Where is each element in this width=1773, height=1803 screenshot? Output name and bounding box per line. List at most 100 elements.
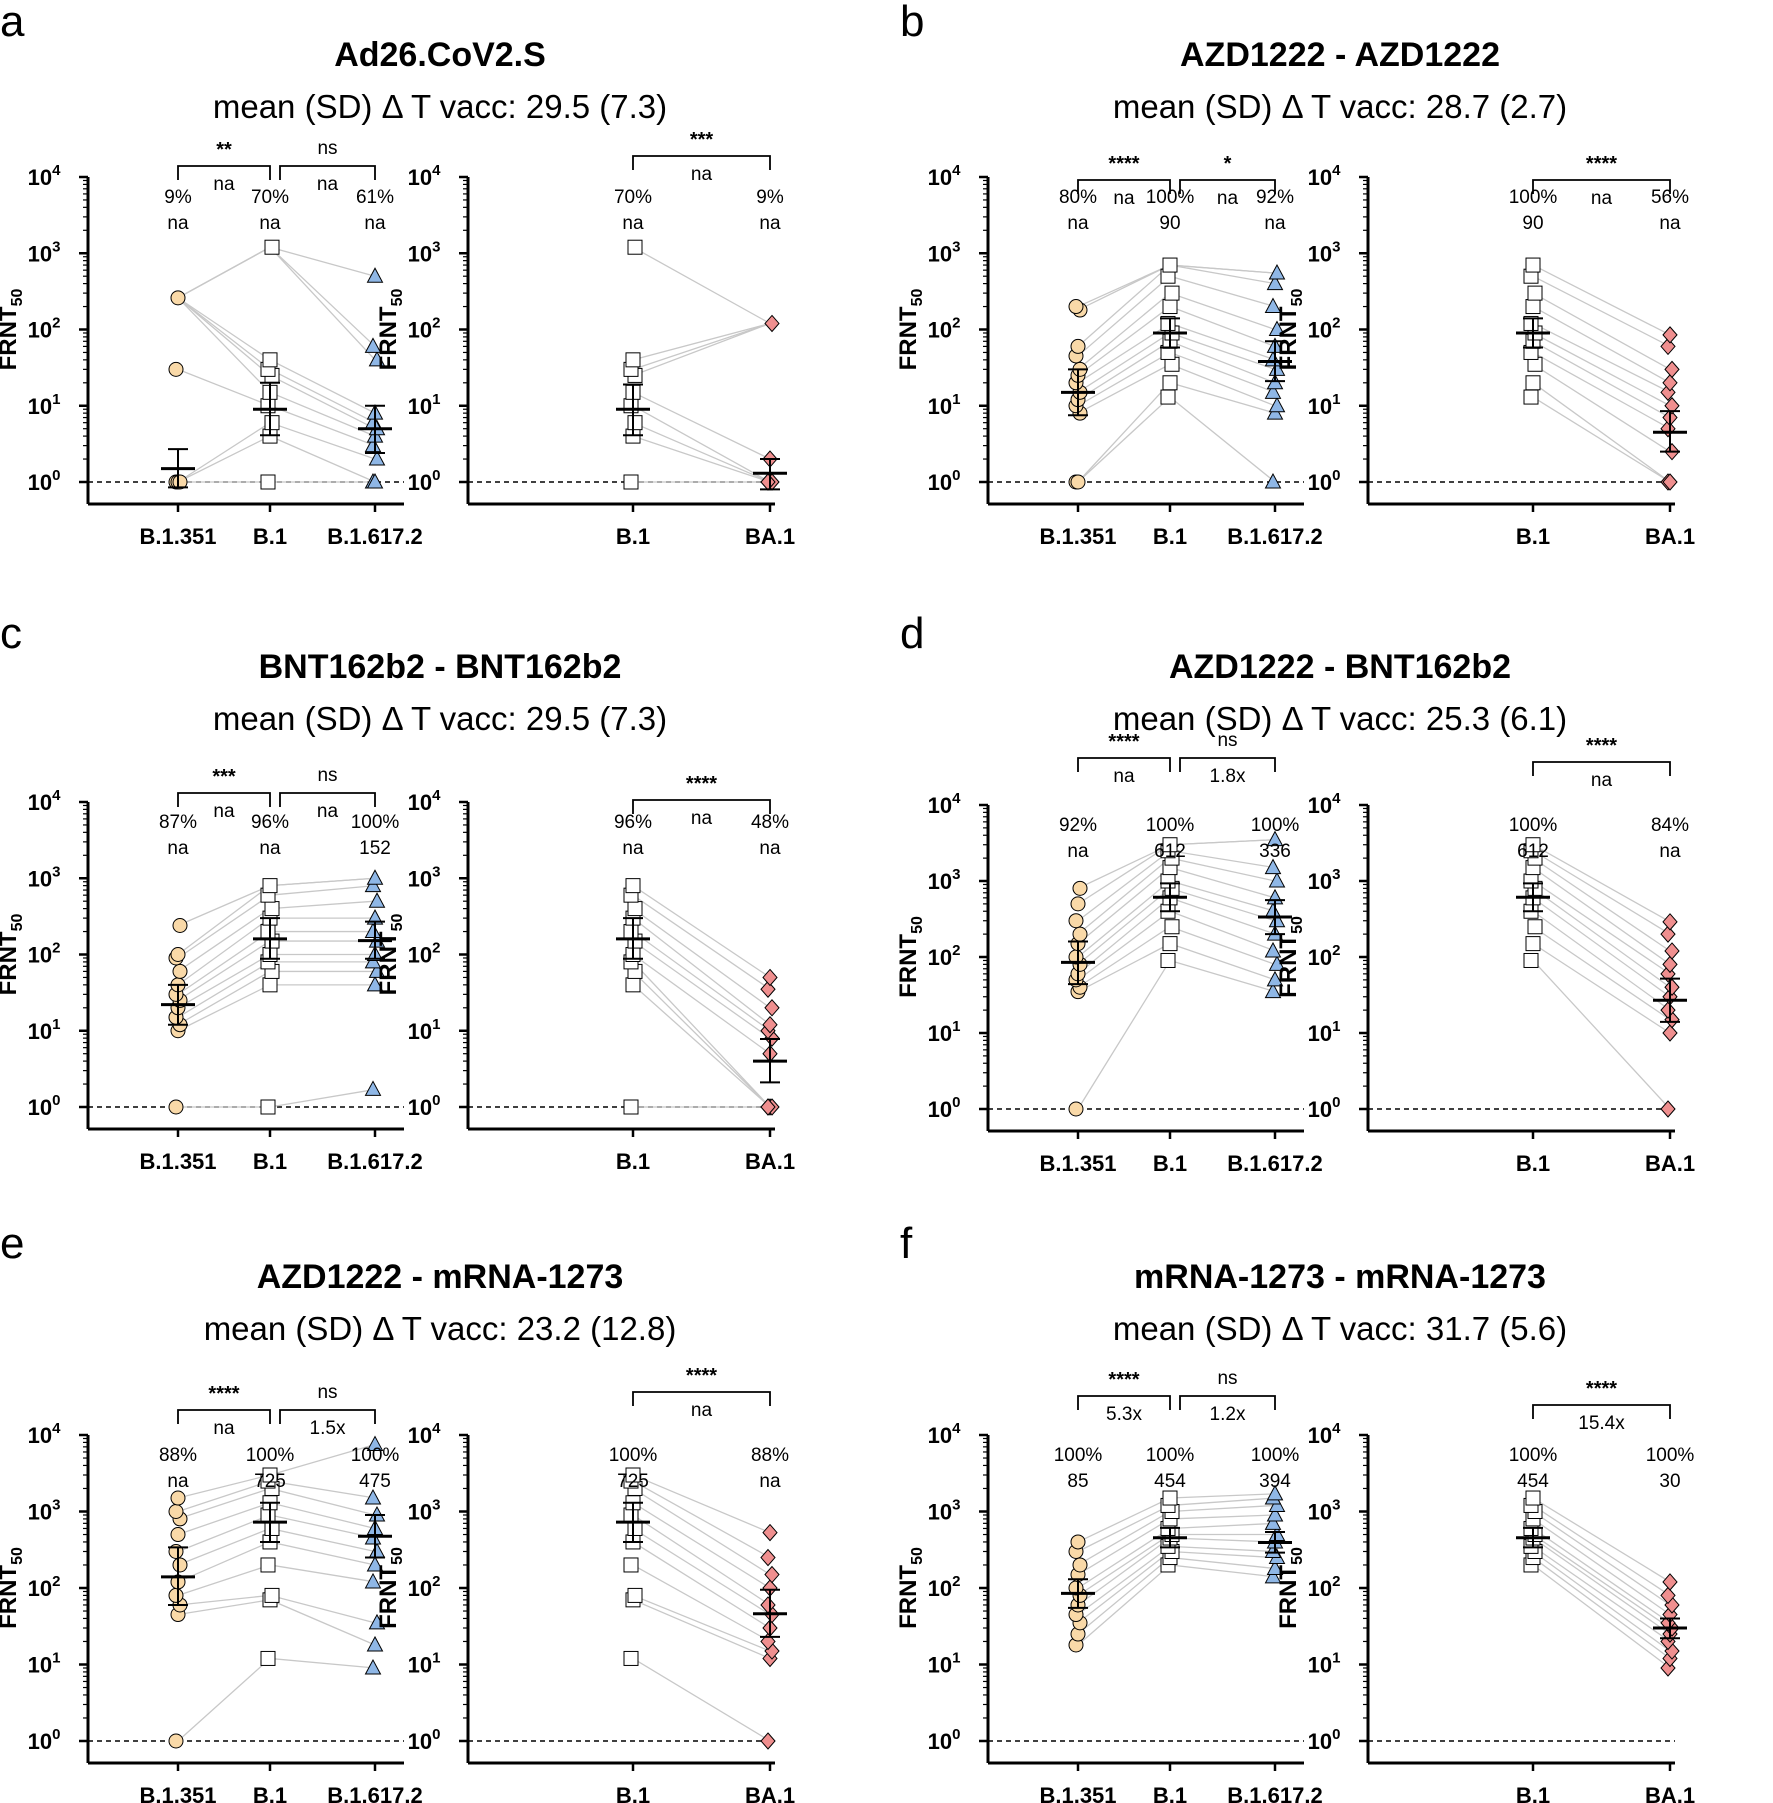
y-axis-label: FRNT50 [0, 289, 26, 371]
paired-line [632, 1599, 771, 1660]
paired-line [1532, 887, 1671, 988]
percent-label: 61% [356, 187, 394, 208]
y-tick-exp: 2 [432, 940, 440, 957]
y-tick-exp: 1 [52, 391, 60, 408]
y-tick-label: 102 [28, 1573, 61, 1601]
percent-label: 56% [1651, 187, 1689, 208]
x-tick-label: B.1 [253, 1149, 287, 1174]
percent-label: 92% [1256, 187, 1294, 208]
paired-line [632, 908, 771, 1009]
y-tick-label: 103 [928, 866, 961, 894]
data-point [623, 1099, 639, 1115]
fold-change-label: na [1591, 770, 1613, 791]
data-point [168, 1733, 184, 1749]
fold-change-label: na [691, 808, 713, 829]
y-tick-exp: 4 [52, 162, 61, 179]
data-point [1068, 1101, 1084, 1117]
data-point [1527, 919, 1543, 935]
y-axis-label-sub: 50 [9, 914, 26, 932]
median-label: 725 [254, 1471, 286, 1492]
paired-line [632, 984, 771, 1108]
median-label: na [259, 213, 281, 234]
data-point [1070, 338, 1086, 354]
data-point [1266, 830, 1284, 847]
percent-label: 100% [246, 1445, 295, 1466]
y-tick-exp: 0 [432, 1726, 440, 1743]
y-tick-label: 103 [1308, 1497, 1341, 1525]
median-label: na [167, 838, 189, 859]
data-point [172, 474, 188, 490]
median-label: na [167, 1471, 189, 1492]
y-tick-base: 10 [1308, 165, 1332, 190]
y-tick-exp: 0 [432, 1092, 440, 1109]
y-axis-label-main: FRNT [1275, 306, 1302, 370]
panel-subtitle: mean (SD) Δ T vacc: 31.7 (5.6) [1113, 1310, 1567, 1347]
significance-bracket [1179, 179, 1276, 194]
fold-change-label: na [317, 174, 339, 195]
percent-label: 96% [614, 812, 652, 833]
y-tick-label: 104 [928, 790, 961, 818]
x-tick-label: B.1.617.2 [1227, 1151, 1322, 1176]
data-point [764, 999, 780, 1017]
y-tick-base: 10 [928, 1500, 952, 1525]
x-tick-label: B.1 [1516, 524, 1550, 549]
panel-d: d AZD1222 - BNT162b2 mean (SD) Δ T vacc: 2… [895, 609, 1695, 1176]
y-tick-exp: 2 [952, 1573, 960, 1590]
panel-letter: b [900, 0, 924, 46]
significance-bracket [279, 165, 376, 180]
paired-line [1532, 396, 1671, 483]
y-axis-label-sub: 50 [1289, 289, 1306, 307]
data-point [1264, 1567, 1282, 1584]
data-point [368, 962, 386, 978]
y-axis-label-main: FRNT [0, 931, 22, 995]
data-point [172, 963, 188, 979]
y-tick-base: 10 [408, 866, 432, 891]
data-point [1664, 978, 1680, 997]
significance-label: *** [212, 766, 236, 788]
y-axis-label-sub: 50 [909, 1547, 926, 1565]
median-label: na [1067, 213, 1089, 234]
data-point [1072, 1557, 1088, 1573]
y-tick-base: 10 [408, 165, 432, 190]
significance-label: **** [208, 1383, 239, 1405]
x-tick-label: B.1.351 [1039, 1151, 1116, 1176]
data-point [1523, 873, 1539, 889]
y-tick-base: 10 [408, 1576, 432, 1601]
y-tick-label: 100 [1308, 1094, 1341, 1122]
significance-label: **** [1108, 1369, 1139, 1391]
paired-line [632, 1474, 771, 1534]
paired-line [632, 1514, 771, 1606]
significance-bracket [177, 1409, 271, 1424]
y-tick-base: 10 [1308, 394, 1332, 419]
data-point [170, 1527, 186, 1543]
y-tick-label: 103 [928, 238, 961, 266]
paired-line [1532, 363, 1671, 453]
significance-bracket [632, 799, 771, 814]
fold-change-label: na [317, 801, 339, 822]
data-point [1162, 299, 1178, 315]
y-tick-base: 10 [28, 1423, 52, 1448]
paired-line [1532, 292, 1671, 370]
data-point [762, 1523, 778, 1542]
data-point [366, 1635, 384, 1652]
fold-change-label: na [213, 801, 235, 822]
data-point [1268, 263, 1286, 280]
y-tick-label: 102 [928, 942, 961, 970]
data-point [1160, 315, 1176, 331]
x-tick-label: B.1.617.2 [327, 1783, 422, 1803]
data-point [1070, 474, 1086, 490]
fold-change-label: na [1113, 188, 1135, 209]
significance-label: *** [690, 129, 714, 151]
data-point [1264, 383, 1282, 399]
y-tick-exp: 1 [952, 1018, 960, 1035]
panel-title: AZD1222 - AZD1222 [1180, 36, 1500, 74]
y-tick-label: 101 [1308, 391, 1341, 419]
median-label: 454 [1517, 1471, 1549, 1492]
y-tick-base: 10 [408, 790, 432, 815]
significance-bracket [1077, 179, 1171, 194]
y-tick-exp: 3 [432, 238, 440, 255]
significance-bracket [1532, 1404, 1671, 1419]
x-tick-label: BA.1 [1645, 1151, 1695, 1176]
